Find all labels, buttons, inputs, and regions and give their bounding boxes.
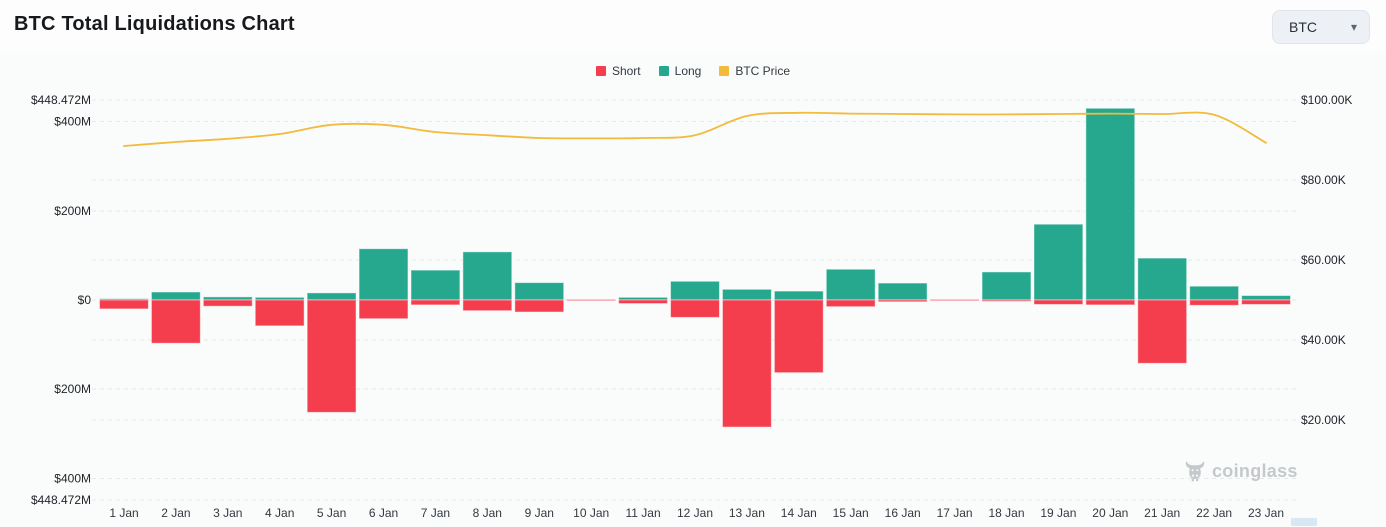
left-axis-tick: $200M: [54, 204, 91, 218]
x-axis-tick: 4 Jan: [265, 506, 294, 520]
short-bar[interactable]: [202, 299, 253, 307]
legend-item-long[interactable]: Long: [658, 64, 702, 78]
legend-swatch-icon: [719, 66, 730, 76]
right-axis-tick: $20.00K: [1301, 413, 1346, 427]
watermark: coinglass: [1183, 459, 1298, 483]
coin-selector-value: BTC: [1289, 19, 1317, 35]
long-bars[interactable]: [99, 107, 1291, 301]
short-bar[interactable]: [254, 299, 305, 327]
x-axis-tick: 9 Jan: [525, 506, 554, 520]
short-bar[interactable]: [514, 299, 565, 313]
short-bar[interactable]: [358, 299, 409, 320]
x-axis-tick: 22 Jan: [1196, 506, 1232, 520]
short-bar[interactable]: [1189, 299, 1240, 306]
x-axis-tick: 11 Jan: [626, 506, 661, 520]
long-bar[interactable]: [1137, 257, 1188, 301]
legend-label: BTC Price: [735, 64, 791, 78]
long-bar[interactable]: [462, 251, 513, 301]
x-axis-tick: 17 Jan: [937, 506, 973, 520]
left-axis-tick: $448.472M: [31, 493, 91, 507]
long-bar[interactable]: [1189, 285, 1240, 301]
x-axis-tick: 2 Jan: [161, 506, 190, 520]
x-axis-tick: 6 Jan: [369, 506, 398, 520]
left-axis-tick: $200M: [54, 382, 91, 396]
x-axis-tick: 10 Jan: [573, 506, 609, 520]
long-bar[interactable]: [981, 271, 1032, 301]
legend-item-short[interactable]: Short: [595, 64, 641, 78]
right-axis-tick: $40.00K: [1301, 333, 1346, 347]
long-bar[interactable]: [825, 268, 876, 301]
short-bar[interactable]: [1137, 299, 1188, 364]
legend-item-btc-price[interactable]: BTC Price: [719, 64, 790, 78]
x-axis-tick: 5 Jan: [317, 506, 346, 520]
short-bar[interactable]: [306, 299, 357, 413]
right-axis-tick: $100.00K: [1301, 93, 1352, 107]
short-bar[interactable]: [825, 299, 876, 308]
short-bar[interactable]: [150, 299, 201, 344]
short-bar[interactable]: [877, 299, 928, 303]
long-bar[interactable]: [150, 291, 201, 301]
x-axis-tick: 16 Jan: [885, 506, 921, 520]
short-bar[interactable]: [618, 299, 669, 305]
long-bar[interactable]: [773, 290, 824, 301]
left-axis-tick: $448.472M: [31, 93, 91, 107]
left-axis-tick: $400M: [54, 471, 91, 485]
x-axis-tick: 20 Jan: [1092, 506, 1128, 520]
legend: Short Long BTC Price: [0, 64, 1386, 78]
x-axis-tick: 19 Jan: [1040, 506, 1076, 520]
axis-labels: $448.472M $400M $200M $0 $200M $400M $448.472M…: [31, 93, 1352, 520]
x-axis-tick: 14 Jan: [781, 506, 817, 520]
x-axis-tick: 1 Jan: [109, 506, 138, 520]
long-bar[interactable]: [514, 282, 565, 301]
left-axis-tick: $400M: [54, 115, 91, 129]
short-bar[interactable]: [773, 299, 824, 374]
short-bar[interactable]: [721, 299, 772, 428]
x-axis-tick: 13 Jan: [729, 506, 765, 520]
x-axis-tick: 3 Jan: [213, 506, 242, 520]
x-axis-tick: 23 Jan: [1248, 506, 1284, 520]
short-bar[interactable]: [462, 299, 513, 312]
watermark-text: coinglass: [1212, 460, 1298, 481]
datazoom-end-marker[interactable]: [1291, 518, 1317, 526]
short-bar[interactable]: [1241, 299, 1291, 305]
short-bar[interactable]: [1033, 299, 1084, 305]
page-title: BTC Total Liquidations Chart: [14, 13, 295, 35]
x-axis-tick: 12 Jan: [677, 506, 713, 520]
short-bar[interactable]: [981, 299, 1032, 302]
coinglass-bull-icon: [1185, 461, 1205, 482]
long-bar[interactable]: [410, 269, 461, 301]
short-bar[interactable]: [929, 299, 980, 302]
short-bar[interactable]: [1085, 299, 1136, 306]
long-bar[interactable]: [358, 248, 409, 301]
short-bar[interactable]: [670, 299, 720, 318]
long-bar[interactable]: [1085, 107, 1136, 301]
x-axis-tick: 21 Jan: [1144, 506, 1180, 520]
x-axis-tick: 18 Jan: [988, 506, 1024, 520]
x-axis-tick: 15 Jan: [833, 506, 869, 520]
long-bar[interactable]: [1241, 295, 1291, 301]
chevron-down-icon: ▾: [1350, 20, 1357, 34]
btc-price-line[interactable]: [123, 111, 1267, 147]
coin-selector-dropdown[interactable]: BTC ▾: [1272, 10, 1370, 44]
x-axis-tick: 7 Jan: [421, 506, 450, 520]
long-bar[interactable]: [721, 288, 772, 301]
right-axis-tick: $60.00K: [1301, 253, 1346, 267]
right-axis-tick: $80.00K: [1301, 173, 1346, 187]
long-bar[interactable]: [670, 280, 720, 301]
long-bar[interactable]: [877, 282, 928, 301]
legend-label: Long: [674, 64, 702, 78]
x-axis-tick: 8 Jan: [473, 506, 502, 520]
short-bar[interactable]: [99, 299, 149, 310]
short-bars[interactable]: [99, 299, 1291, 428]
long-bar[interactable]: [1033, 223, 1084, 301]
legend-swatch-icon: [658, 66, 669, 76]
left-axis-tick: $0: [78, 293, 92, 307]
long-bar[interactable]: [306, 292, 357, 301]
legend-swatch-icon: [595, 66, 606, 76]
short-bar[interactable]: [410, 299, 461, 306]
short-bar[interactable]: [566, 299, 617, 302]
legend-label: Short: [611, 64, 641, 78]
